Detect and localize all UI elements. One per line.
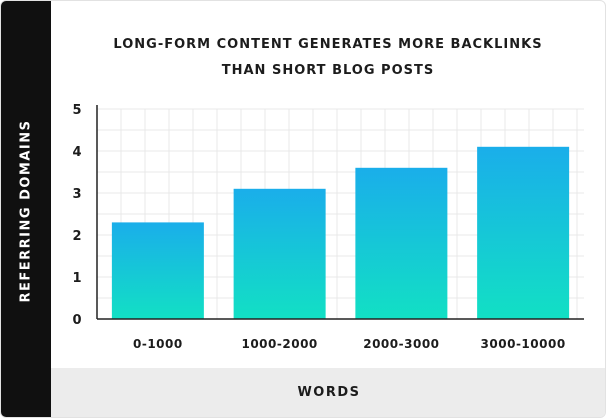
x-tick-label: 0-1000 — [133, 337, 183, 351]
x-axis-band: WORDS — [51, 368, 605, 417]
y-tick-label: 3 — [72, 187, 81, 202]
tick-labels: 0-1000 1000-2000 2000-3000 3000-10000 0 1 2 3 4 5 — [72, 103, 565, 351]
x-tick-label: 1000-2000 — [241, 337, 317, 351]
x-tick-label: 3000-10000 — [481, 337, 566, 351]
y-tick-label: 1 — [72, 271, 81, 286]
axes — [96, 105, 584, 320]
y-tick-label: 4 — [72, 145, 81, 160]
bar-1000-2000 — [233, 188, 326, 319]
x-axis-label: WORDS — [297, 385, 361, 400]
bar-3000-10000 — [477, 146, 570, 319]
y-tick-label: 2 — [72, 229, 81, 244]
chart-title-line-2: THAN SHORT BLOG POSTS — [221, 63, 435, 78]
x-tick-label: 2000-3000 — [363, 337, 439, 351]
bars — [111, 146, 570, 319]
chart-title-line-1: LONG-FORM CONTENT GENERATES MORE BACKLIN… — [113, 37, 543, 52]
y-tick-label: 0 — [72, 313, 81, 328]
y-axis-band: REFERRING DOMAINS — [1, 1, 51, 417]
bar-2000-3000 — [355, 167, 448, 319]
bar-0-1000 — [111, 222, 204, 319]
y-tick-label: 5 — [72, 103, 81, 118]
